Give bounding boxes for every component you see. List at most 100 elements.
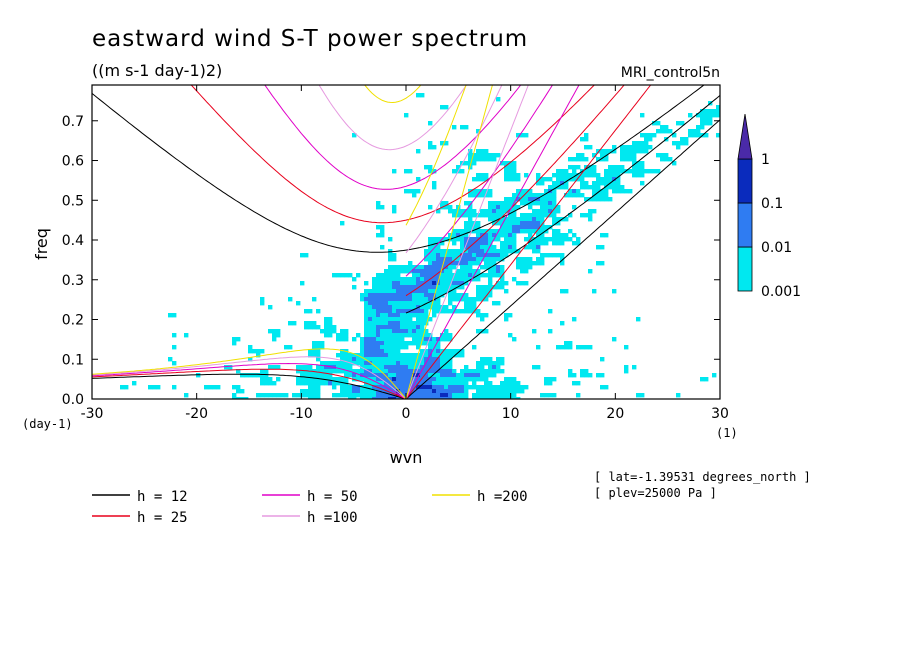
spectrum-cell: [316, 349, 321, 354]
spectrum-cell: [468, 257, 473, 262]
spectrum-cell: [632, 149, 637, 154]
spectrum-cell: [432, 341, 437, 346]
spectrum-cell: [528, 189, 533, 194]
spectrum-cell: [492, 201, 497, 206]
spectrum-cell: [420, 397, 425, 399]
spectrum-cell: [408, 261, 413, 266]
spectrum-cell: [344, 389, 349, 394]
spectrum-cell: [372, 321, 377, 326]
spectrum-cell: [456, 249, 461, 254]
spectrum-cell: [396, 309, 401, 314]
inertia-gravity-curve: [318, 85, 468, 151]
spectrum-cell: [376, 373, 381, 378]
spectrum-cell: [656, 129, 661, 134]
spectrum-cell: [576, 153, 581, 158]
spectrum-cell: [588, 217, 593, 222]
spectrum-cell: [468, 269, 473, 274]
spectrum-cell: [452, 393, 457, 398]
spectrum-cell: [364, 369, 369, 374]
spectrum-cell: [604, 197, 609, 202]
spectrum-cell: [620, 169, 625, 174]
spectrum-cell: [376, 377, 381, 382]
spectrum-cell: [464, 213, 469, 218]
spectrum-cell: [508, 177, 513, 182]
spectrum-cell: [460, 209, 465, 214]
rossby-curve: [92, 362, 407, 399]
spectrum-cell: [428, 357, 433, 362]
spectrum-cell: [448, 333, 453, 338]
spectrum-cell: [452, 285, 457, 290]
spectrum-cell: [484, 245, 489, 250]
spectrum-cell: [712, 113, 717, 118]
spectrum-cell: [404, 269, 409, 274]
spectrum-cell: [388, 305, 393, 310]
spectrum-cell: [320, 369, 325, 374]
spectrum-cell: [560, 181, 565, 186]
spectrum-cell: [384, 321, 389, 326]
spectrum-cell: [464, 253, 469, 258]
spectrum-cell: [388, 353, 393, 358]
spectrum-cell: [368, 301, 373, 306]
spectrum-cell: [420, 377, 425, 382]
spectrum-cell: [540, 253, 545, 258]
spectrum-cell: [552, 173, 557, 178]
spectrum-cell: [424, 277, 429, 282]
spectrum-cell: [376, 329, 381, 334]
spectrum-cell: [364, 293, 369, 298]
spectrum-cell: [440, 253, 445, 258]
spectrum-cell: [440, 361, 445, 366]
spectrum-cell: [380, 205, 385, 210]
spectrum-cell: [344, 373, 349, 378]
spectrum-cell: [492, 213, 497, 218]
spectrum-cell: [352, 353, 357, 358]
spectrum-cell: [424, 377, 429, 382]
spectrum-cell: [488, 397, 493, 399]
spectrum-cell: [484, 173, 489, 178]
spectrum-cell: [440, 257, 445, 262]
spectrum-cell: [628, 157, 633, 162]
spectrum-cell: [320, 373, 325, 378]
spectrum-cell: [508, 229, 513, 234]
spectrum-cell: [468, 273, 473, 278]
spectrum-cell: [316, 385, 321, 390]
spectrum-cell: [428, 377, 433, 382]
spectrum-cell: [268, 377, 273, 382]
spectrum-cell: [484, 289, 489, 294]
spectrum-cell: [480, 273, 485, 278]
spectrum-cell: [500, 257, 505, 262]
spectrum-cell: [700, 125, 705, 130]
spectrum-cell: [532, 365, 537, 370]
spectrum-cell: [492, 261, 497, 266]
spectrum-cell: [500, 277, 505, 282]
spectrum-cell: [604, 173, 609, 178]
spectrum-cell: [416, 189, 421, 194]
spectrum-cell: [504, 229, 509, 234]
spectrum-cell: [420, 357, 425, 362]
spectrum-cell: [480, 361, 485, 366]
spectrum-cell: [380, 305, 385, 310]
spectrum-cell: [476, 269, 481, 274]
spectrum-cell: [424, 309, 429, 314]
spectrum-cell: [644, 137, 649, 142]
spectrum-cell: [520, 133, 525, 138]
spectrum-cell: [376, 293, 381, 298]
spectrum-cell: [332, 385, 337, 390]
spectrum-cell: [444, 309, 449, 314]
spectrum-cell: [664, 157, 669, 162]
spectrum-cell: [452, 389, 457, 394]
y-tick-label: 0.0: [62, 392, 84, 408]
spectrum-cell: [436, 285, 441, 290]
spectrum-cell: [344, 385, 349, 390]
spectrum-cell: [340, 333, 345, 338]
spectrum-cell: [432, 237, 437, 242]
spectrum-cell: [428, 393, 433, 398]
spectrum-cell: [456, 165, 461, 170]
spectrum-cell: [316, 325, 321, 330]
spectrum-cell: [412, 321, 417, 326]
spectrum-cell: [272, 381, 277, 386]
spectrum-cell: [552, 185, 557, 190]
spectrum-cell: [484, 361, 489, 366]
spectrum-cell: [500, 397, 505, 399]
spectrum-cell: [524, 221, 529, 226]
